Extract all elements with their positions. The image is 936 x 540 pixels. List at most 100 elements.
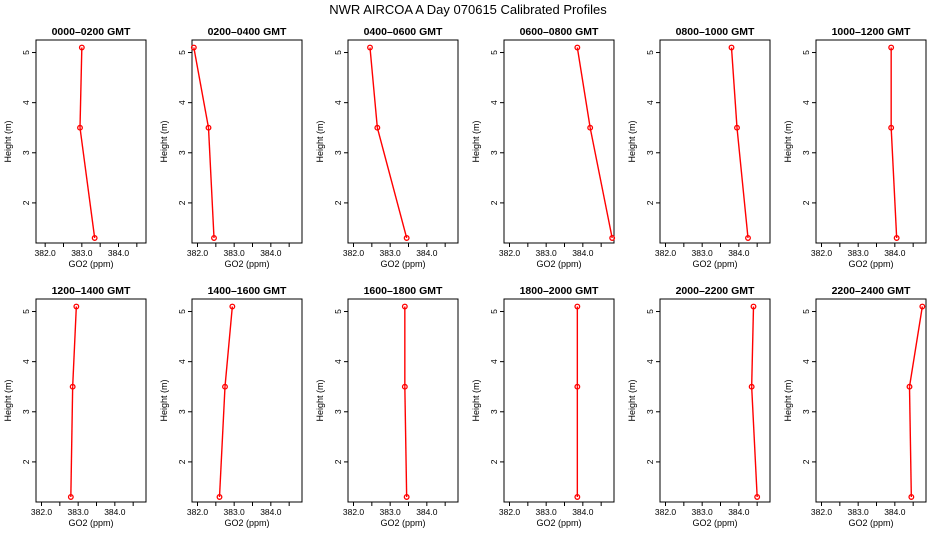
panel-title: 0600–0800 GMT: [520, 26, 599, 38]
series-segment: [70, 386, 74, 497]
panel-11: 2000–2200 GMT 382.0 383.0 384.0 2 3 4 5 GO2 (ppm…: [627, 285, 771, 528]
x-tick-label: 384.0: [260, 248, 282, 258]
panel-title: 1800–2000 GMT: [520, 285, 599, 297]
x-axis-label: GO2 (ppm): [536, 259, 581, 269]
series-segment: [224, 306, 234, 387]
data-point: [574, 383, 581, 390]
plot-frame: [35, 39, 147, 244]
plot-frame: [191, 298, 303, 503]
series-segment: [736, 127, 749, 239]
x-axis-label: GO2 (ppm): [68, 259, 113, 269]
x-tick-label: 382.0: [811, 248, 833, 258]
x-tick-label: 382.0: [811, 507, 833, 517]
data-point: [91, 235, 98, 241]
x-tick-label: 382.0: [499, 507, 521, 517]
y-tick-label: 2: [801, 459, 811, 464]
panel-12: 2200–2400 GMT 382.0 383.0 384.0 2 3 4 5 GO2 (ppm…: [783, 285, 927, 528]
panel-title: 0800–1000 GMT: [676, 26, 755, 38]
data-point: [587, 124, 594, 131]
y-axis-label: Height (m): [159, 120, 169, 162]
y-axis-label: Height (m): [783, 120, 793, 162]
x-tick-label: 382.0: [187, 248, 209, 258]
plot-frame: [191, 39, 303, 244]
data-point: [754, 494, 761, 500]
data-point: [77, 124, 83, 131]
y-tick-label: 3: [645, 409, 655, 414]
panel-title: 1600–1800 GMT: [364, 285, 443, 297]
x-tick-label: 384.0: [108, 248, 130, 258]
panel-title: 1400–1600 GMT: [208, 285, 287, 297]
x-tick-label: 382.0: [31, 507, 53, 517]
x-tick-label: 383.0: [536, 507, 558, 517]
y-tick-label: 2: [177, 459, 187, 464]
panel-title: 1200–1400 GMT: [52, 285, 131, 297]
data-point: [67, 494, 74, 500]
x-tick-label: 384.0: [728, 507, 750, 517]
x-tick-label: 383.0: [380, 507, 402, 517]
series-segment: [750, 386, 758, 498]
panel-10: 1800–2000 GMT 382.0 383.0 384.0 2 3 4 5 GO2 (ppm…: [471, 285, 615, 528]
data-point: [401, 303, 408, 310]
y-tick-label: 4: [21, 100, 31, 105]
series-segment: [193, 47, 210, 128]
y-tick-label: 3: [177, 150, 187, 155]
y-axis-label: Height (m): [315, 120, 325, 162]
y-tick-label: 2: [333, 459, 343, 464]
y-axis-label: Height (m): [3, 379, 13, 421]
y-tick-label: 3: [645, 150, 655, 155]
y-tick-label: 4: [333, 359, 343, 364]
data-point: [734, 124, 740, 131]
y-tick-label: 3: [801, 150, 811, 155]
data-point: [401, 383, 408, 390]
y-axis-label: Height (m): [627, 120, 637, 162]
y-tick-label: 4: [333, 100, 343, 105]
x-tick-label: 383.0: [224, 248, 246, 258]
x-axis-label: GO2 (ppm): [224, 259, 269, 269]
y-axis-label: Height (m): [471, 379, 481, 421]
data-point: [888, 44, 895, 51]
series-segment: [730, 47, 738, 128]
series-segment: [369, 47, 379, 128]
y-axis-label: Height (m): [315, 379, 325, 421]
x-tick-label: 382.0: [655, 507, 677, 517]
y-axis-label: Height (m): [783, 379, 793, 421]
y-tick-label: 5: [489, 50, 499, 55]
panel-title: 0000–0200 GMT: [52, 26, 131, 38]
panel-title: 0200–0400 GMT: [208, 26, 287, 38]
x-axis-label: GO2 (ppm): [380, 259, 425, 269]
panel-title: 0400–0600 GMT: [364, 26, 443, 38]
x-axis-label: GO2 (ppm): [692, 518, 737, 528]
y-tick-label: 5: [21, 50, 31, 55]
x-tick-label: 382.0: [343, 248, 365, 258]
y-tick-label: 5: [177, 50, 187, 55]
x-tick-label: 382.0: [343, 507, 365, 517]
y-tick-label: 2: [645, 200, 655, 205]
data-point: [908, 494, 915, 500]
y-tick-label: 3: [21, 409, 31, 414]
x-tick-label: 384.0: [416, 507, 438, 517]
x-axis-label: GO2 (ppm): [848, 518, 893, 528]
y-axis-label: Height (m): [471, 120, 481, 162]
y-tick-label: 3: [333, 409, 343, 414]
y-tick-label: 2: [333, 200, 343, 205]
series-segment: [79, 47, 83, 128]
data-point: [403, 494, 410, 500]
series-segment: [404, 386, 408, 497]
x-tick-label: 383.0: [848, 507, 870, 517]
x-tick-label: 384.0: [104, 507, 126, 517]
data-point: [609, 235, 616, 241]
plot-frame: [503, 39, 615, 244]
y-tick-label: 2: [645, 459, 655, 464]
x-axis-label: GO2 (ppm): [224, 518, 269, 528]
y-tick-label: 5: [489, 309, 499, 314]
data-point: [748, 383, 755, 390]
x-tick-label: 382.0: [35, 248, 57, 258]
x-tick-label: 383.0: [848, 248, 870, 258]
data-point: [574, 494, 581, 500]
y-tick-label: 5: [645, 309, 655, 314]
data-point: [888, 124, 895, 131]
x-axis-label: GO2 (ppm): [380, 518, 425, 528]
x-tick-label: 384.0: [884, 248, 906, 258]
y-tick-label: 5: [21, 309, 31, 314]
